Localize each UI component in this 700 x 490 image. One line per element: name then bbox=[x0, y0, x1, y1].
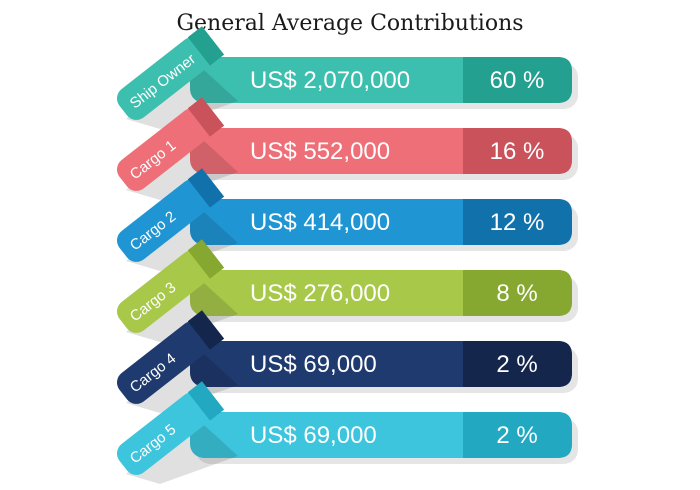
label-tab-fold bbox=[187, 168, 225, 208]
label-tab-shape bbox=[116, 108, 212, 191]
percent-value: 2 % bbox=[496, 422, 537, 449]
amount-value: US$ 2,070,000 bbox=[250, 67, 410, 94]
tail-shadow bbox=[126, 59, 238, 129]
label-tab-fold bbox=[187, 26, 225, 66]
tail-shadow bbox=[126, 201, 238, 271]
amount-value: US$ 69,000 bbox=[250, 351, 377, 378]
label-tab-shape bbox=[116, 250, 212, 333]
label-tab: Cargo 1 bbox=[116, 97, 225, 191]
percent-value: 12 % bbox=[490, 209, 545, 236]
percent-segment bbox=[463, 199, 572, 245]
label-tab-fold bbox=[187, 239, 225, 279]
label-tab-shape bbox=[116, 392, 212, 475]
percent-segment bbox=[463, 128, 572, 174]
ribbon-row: Cargo 1 US$ 552,000 16 % bbox=[116, 97, 578, 200]
tail-shadow bbox=[126, 272, 238, 342]
percent-segment bbox=[463, 57, 572, 103]
amount-value: US$ 552,000 bbox=[250, 138, 390, 165]
percent-segment bbox=[463, 412, 572, 458]
ribbon-row: Cargo 2 US$ 414,000 12 % bbox=[116, 168, 578, 271]
tail-shadow bbox=[126, 130, 238, 200]
label-tab-fold bbox=[187, 310, 225, 350]
percent-value: 60 % bbox=[490, 67, 545, 94]
amount-value: US$ 69,000 bbox=[250, 422, 377, 449]
percent-value: 2 % bbox=[496, 351, 537, 378]
amount-value: US$ 276,000 bbox=[250, 280, 390, 307]
ribbon-row: Cargo 3 US$ 276,000 8 % bbox=[116, 239, 578, 342]
amount-value: US$ 414,000 bbox=[250, 209, 390, 236]
percent-segment bbox=[463, 341, 572, 387]
ribbon-row: Cargo 4 US$ 69,000 2 % bbox=[116, 310, 578, 413]
label-tab-fold bbox=[187, 381, 225, 421]
percent-value: 8 % bbox=[496, 280, 537, 307]
label-tab-shape bbox=[116, 321, 212, 404]
ribbon-row: Cargo 5 US$ 69,000 2 % bbox=[116, 381, 578, 484]
percent-segment bbox=[463, 270, 572, 316]
page-title: General Average Contributions bbox=[176, 11, 524, 36]
label-tab-shape bbox=[116, 37, 212, 120]
percent-value: 16 % bbox=[490, 138, 545, 165]
tail-shadow bbox=[126, 414, 238, 484]
tail-shadow bbox=[126, 343, 238, 413]
label-tab-shape bbox=[116, 179, 212, 262]
label-tab-fold bbox=[187, 97, 225, 137]
